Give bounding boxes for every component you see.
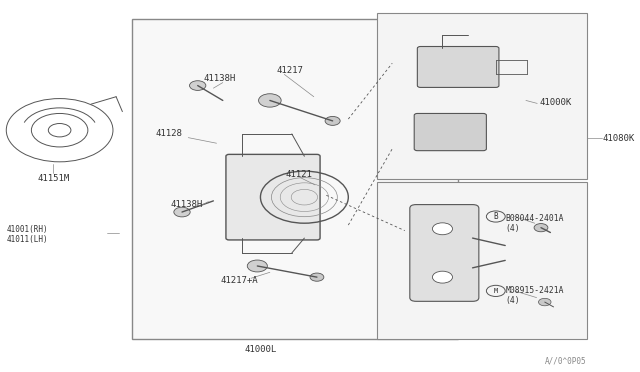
Circle shape <box>433 271 452 283</box>
Bar <box>376 182 587 339</box>
Text: 41000L: 41000L <box>244 345 276 354</box>
Text: 41000K: 41000K <box>540 98 572 107</box>
FancyBboxPatch shape <box>226 154 320 240</box>
Text: 41001(RH)
41011(LH): 41001(RH) 41011(LH) <box>6 225 48 244</box>
Text: 41151M: 41151M <box>38 174 70 183</box>
Bar <box>132 19 458 339</box>
Circle shape <box>310 273 324 281</box>
Bar <box>376 13 587 179</box>
Circle shape <box>174 207 190 217</box>
Text: B08044-2401A
(4): B08044-2401A (4) <box>505 214 564 233</box>
Text: A//0^0P05: A//0^0P05 <box>545 356 587 365</box>
Circle shape <box>259 94 281 107</box>
Text: 41217: 41217 <box>276 66 303 75</box>
Circle shape <box>433 223 452 235</box>
Text: 41080K: 41080K <box>602 134 635 143</box>
Text: 41138H: 41138H <box>204 74 236 83</box>
Text: 41121: 41121 <box>285 170 312 179</box>
FancyBboxPatch shape <box>410 205 479 301</box>
FancyBboxPatch shape <box>417 46 499 87</box>
Text: 41128: 41128 <box>156 129 182 138</box>
Circle shape <box>189 81 206 90</box>
Text: 41138H: 41138H <box>171 200 203 209</box>
Text: B: B <box>493 212 498 221</box>
Circle shape <box>325 116 340 125</box>
Circle shape <box>247 260 268 272</box>
Circle shape <box>538 298 551 306</box>
Circle shape <box>534 224 548 232</box>
Text: M: M <box>493 288 498 294</box>
FancyBboxPatch shape <box>414 113 486 151</box>
Text: M08915-2421A
(4): M08915-2421A (4) <box>505 286 564 305</box>
Text: 41217+A: 41217+A <box>221 276 259 285</box>
